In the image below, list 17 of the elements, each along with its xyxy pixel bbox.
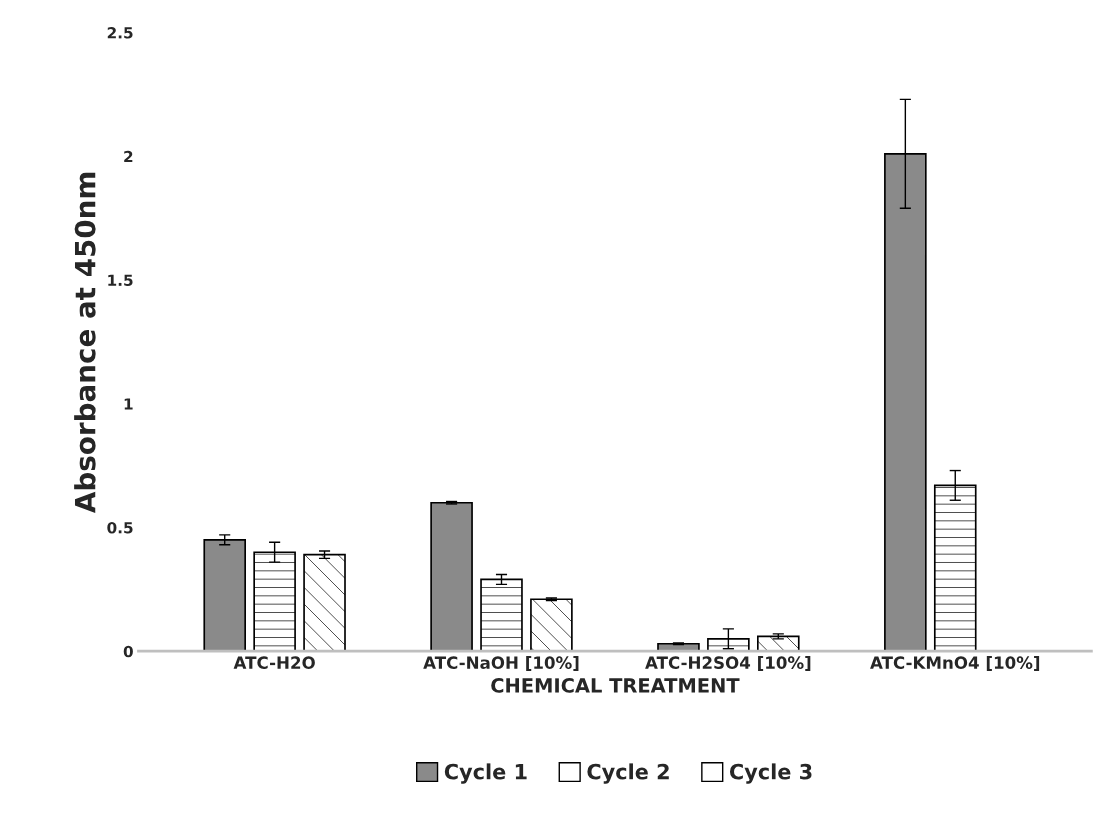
y-tick-label: 2.5: [107, 27, 133, 39]
legend-label: Cycle 3: [729, 763, 812, 784]
y-tick-label: 1: [124, 398, 133, 410]
y-tick-label: 1.5: [108, 274, 133, 287]
x-axis-title: CHEMICAL TREATMENT: [491, 678, 740, 693]
x-tick-label: ATC-NaOH [10%]: [423, 656, 579, 671]
y-tick-label: 2: [124, 150, 133, 163]
x-tick-label: ATC-H2O: [233, 656, 315, 669]
legend-label: Cycle 2: [587, 763, 669, 784]
y-tick-label: 0: [123, 645, 133, 658]
bar: [203, 539, 247, 652]
x-tick-label: ATC-H2SO4 [10%]: [645, 656, 811, 671]
x-tick-label: ATC-KMnO4 [10%]: [870, 656, 1040, 671]
bar: [430, 501, 473, 652]
y-axis-title: Absorbance at 450nm: [74, 172, 96, 513]
legend-label: Cycle 1: [444, 763, 527, 784]
y-tick-label: 0.5: [107, 521, 133, 534]
